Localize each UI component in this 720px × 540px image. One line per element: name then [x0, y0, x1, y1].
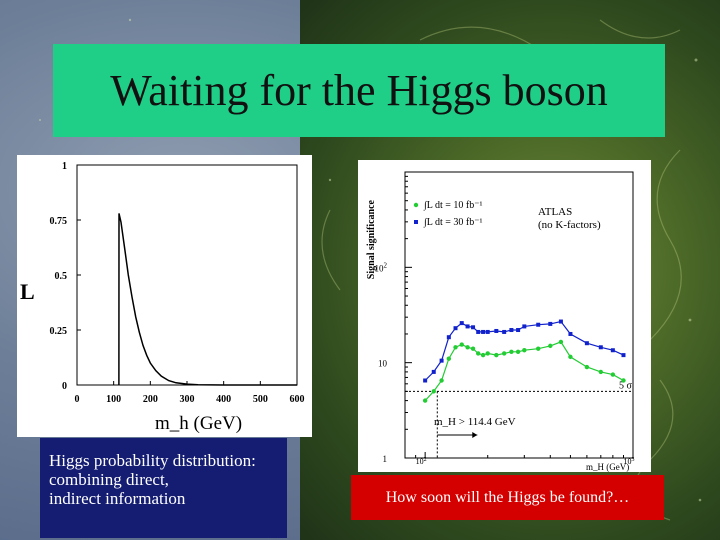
probability-chart-panel: 0 100 200 300 400 500 600 0 0.25 0.5 0.75 1 m_h (Ge…	[17, 155, 312, 437]
plot-frame	[404, 171, 634, 459]
series-point	[471, 325, 476, 330]
series-point	[485, 351, 490, 356]
series-point	[584, 364, 590, 370]
series-point	[584, 341, 589, 346]
series-point	[509, 349, 514, 355]
y-tick-label: 0	[62, 381, 67, 392]
y-tick-label: 1	[62, 161, 67, 172]
series-point	[494, 352, 499, 358]
series-point	[446, 335, 451, 340]
y-tick-label: 10	[378, 359, 388, 369]
y-tick-label: 0.25	[50, 326, 68, 337]
series-point	[501, 351, 507, 356]
side-label: L	[20, 279, 35, 304]
y-tick-label: 0.75	[50, 216, 68, 227]
series-point	[470, 346, 476, 351]
x-tick-label: 600	[290, 394, 305, 405]
series-point	[453, 345, 458, 350]
series-point	[439, 358, 444, 363]
series-point	[598, 369, 604, 375]
legend-label: ∫L dt = 30 fb⁻¹	[423, 217, 483, 228]
caption-question-text: How soon will the Higgs be found?…	[385, 488, 630, 506]
probability-chart: 0 100 200 300 400 500 600 0 0.25 0.5 0.75 1 m_h (Ge…	[50, 161, 305, 434]
probability-curve	[118, 213, 297, 386]
series-point	[453, 326, 458, 331]
caption-line: Higgs probability distribution:	[49, 451, 256, 470]
series-point	[548, 343, 553, 349]
x-tick-label: 102	[416, 457, 427, 466]
series-point	[516, 328, 521, 333]
series-point	[509, 328, 514, 333]
x-tick-label: 500	[253, 394, 268, 405]
series-point	[465, 324, 470, 329]
series-point	[548, 321, 553, 326]
five-sigma-label: 5 σ	[619, 380, 633, 391]
x-tick-label: 0	[75, 394, 80, 405]
series-point	[476, 329, 481, 334]
series-point	[568, 331, 573, 336]
caption-line: combining direct,	[49, 470, 169, 489]
series-point	[610, 348, 615, 353]
x-tick-label: 200	[143, 394, 158, 405]
y-tick-label: 0.5	[55, 271, 68, 282]
series-point	[480, 352, 486, 358]
legend-marker	[413, 202, 419, 208]
series-point	[558, 319, 563, 324]
series-point	[610, 372, 616, 377]
x-tick-label: 300	[180, 394, 195, 405]
series-point	[536, 346, 541, 351]
x-axis-label: m_h (GeV)	[155, 413, 242, 434]
series-point	[522, 324, 527, 329]
series-point	[568, 354, 573, 360]
series-point	[481, 329, 486, 334]
slide-title: Waiting for the Higgs boson	[110, 66, 608, 115]
series-point	[502, 329, 507, 334]
series-point	[621, 353, 626, 358]
y-axis-label: Signal significance	[366, 199, 377, 279]
series-line	[424, 341, 624, 402]
y-tick-label: 1	[383, 454, 388, 464]
series-point	[439, 378, 444, 383]
mass-limit-label: m_H > 114.4 GeV	[434, 416, 516, 428]
series-point	[459, 321, 464, 326]
caption-probability: Higgs probability distribution: combinin…	[40, 438, 287, 538]
series-point	[431, 389, 436, 394]
series-point	[621, 378, 626, 383]
legend-marker	[414, 220, 418, 224]
series-point	[476, 351, 481, 356]
caption-line: indirect information	[49, 489, 186, 508]
significance-chart-panel: 1 10 102 102 103 5 σ ∫L dt = 10 fb⁻¹ ∫L dt = …	[358, 160, 651, 472]
series-point	[515, 349, 521, 355]
series-point	[431, 369, 436, 374]
series-point	[465, 345, 470, 350]
k-factor-note: (no K-factors)	[538, 219, 601, 231]
x-axis-label: m_H (GeV)	[586, 462, 629, 472]
legend-label: ∫L dt = 10 fb⁻¹	[423, 200, 483, 211]
caption-question: How soon will the Higgs be found?…	[351, 475, 664, 520]
series-point	[522, 348, 527, 353]
series-point	[423, 378, 428, 383]
series-point	[494, 328, 499, 333]
x-tick-label: 400	[216, 394, 231, 405]
series-point	[422, 398, 428, 403]
series-point	[558, 339, 564, 345]
series-point	[459, 342, 464, 347]
plot-frame	[76, 164, 298, 386]
series-point	[446, 356, 452, 361]
series-point	[536, 322, 541, 327]
arrow-head	[472, 432, 478, 438]
x-tick-label: 103	[624, 457, 635, 466]
series-point	[485, 329, 490, 334]
experiment-label: ATLAS	[538, 206, 572, 218]
x-tick-label: 100	[106, 394, 121, 405]
slide-title-box: Waiting for the Higgs boson	[53, 44, 665, 137]
series-point	[598, 345, 603, 350]
